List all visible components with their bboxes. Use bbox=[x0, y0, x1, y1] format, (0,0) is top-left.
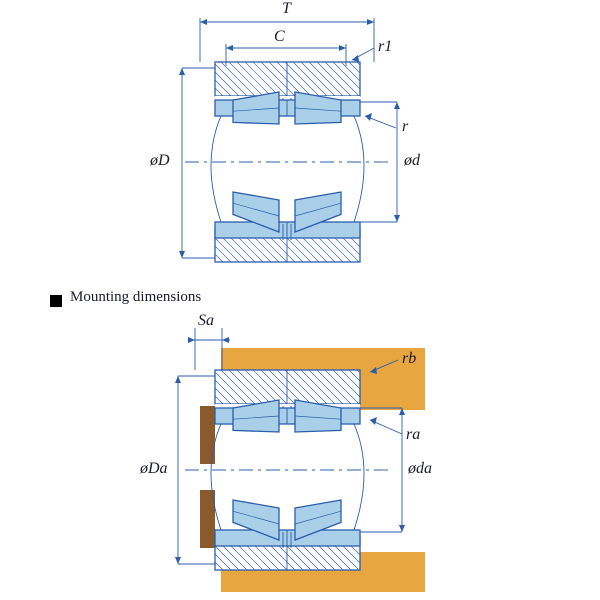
label-Da: øDa bbox=[140, 460, 168, 478]
label-T: T bbox=[282, 0, 291, 18]
label-ra: ra bbox=[406, 426, 420, 444]
label-C: C bbox=[274, 28, 285, 46]
label-D: øD bbox=[150, 152, 170, 170]
label-r: r bbox=[402, 118, 408, 136]
label-r1: r1 bbox=[378, 38, 392, 56]
label-rb: rb bbox=[402, 350, 416, 368]
label-da: øda bbox=[408, 460, 432, 478]
label-d: ød bbox=[404, 152, 420, 170]
label-Sa: Sa bbox=[198, 312, 214, 330]
stage: T C r1 r øD ød Mounting dimensions Sa rb… bbox=[0, 0, 600, 600]
square-bullet bbox=[50, 295, 62, 307]
section-title: Mounting dimensions bbox=[70, 289, 201, 306]
